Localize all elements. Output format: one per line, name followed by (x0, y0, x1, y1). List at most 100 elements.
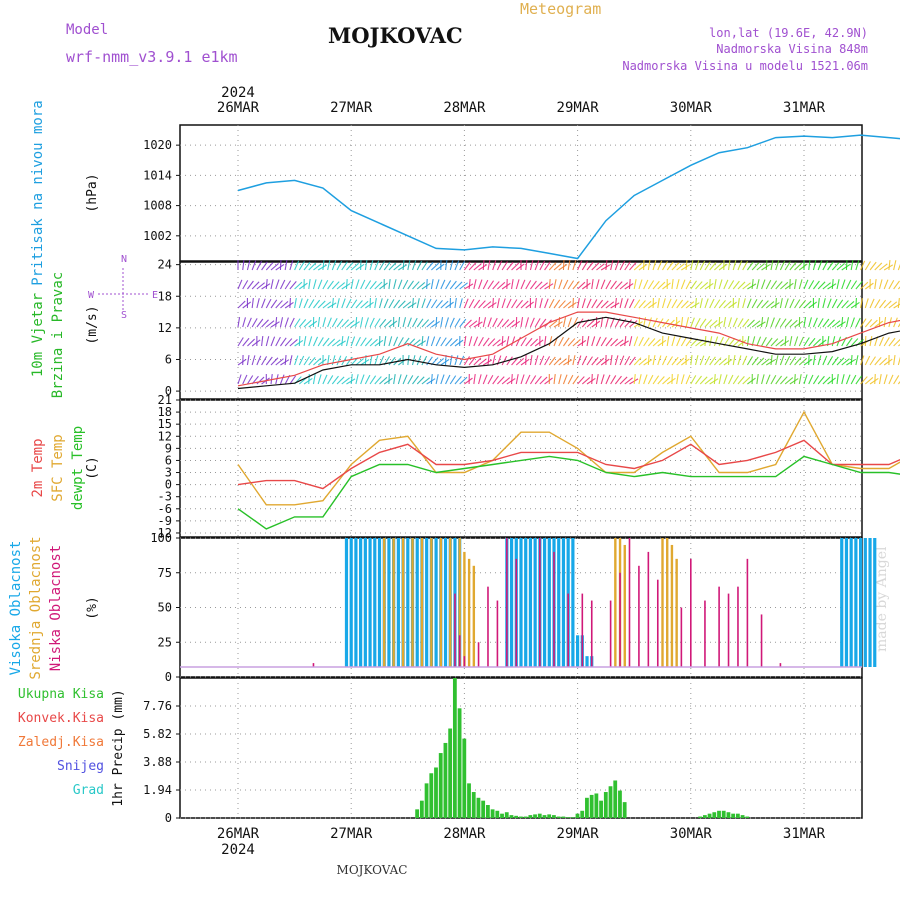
wind-barb (756, 299, 764, 309)
wind-barb (369, 338, 378, 347)
cloud-bar (434, 538, 438, 667)
wind-barb (751, 262, 760, 271)
wind-barb (567, 280, 575, 290)
cloud-unit: (%) (85, 596, 100, 619)
wind-barb (789, 319, 798, 328)
wind-barb (803, 374, 808, 385)
day-label-top: 26MAR (217, 100, 260, 116)
cloud-bar (561, 538, 566, 667)
wind-barb (525, 280, 532, 290)
wind-barb (426, 261, 434, 271)
wind-barb (699, 376, 708, 385)
wind-barb (723, 300, 732, 309)
wind-barb (369, 375, 377, 385)
wind-barb (784, 355, 791, 366)
wind-barb (534, 339, 544, 347)
day-label-top: 29MAR (557, 100, 600, 116)
wind-barb (327, 302, 337, 309)
wind-barb (652, 317, 658, 328)
wind-barb (284, 338, 293, 347)
wind-barb (666, 377, 676, 385)
wind-barb (501, 282, 511, 290)
cloud-bar (396, 538, 400, 667)
wind-barb (756, 263, 765, 271)
wind-barb (845, 279, 852, 290)
cloud-bar (467, 558, 471, 667)
wind-barb (751, 298, 758, 309)
wind-barb (473, 299, 481, 309)
wind-barb (699, 318, 707, 328)
wind-barb (534, 281, 543, 290)
y-tick-label: 1008 (143, 199, 172, 213)
wind-barb (770, 374, 777, 385)
wind-barb (713, 336, 719, 347)
wind-barb (454, 260, 460, 271)
wind-barb (379, 261, 385, 271)
cloud-bar (463, 656, 466, 667)
wind-barb (836, 321, 846, 328)
precip-bar (448, 728, 453, 818)
wind-barb (369, 280, 377, 290)
wind-barb (284, 301, 294, 309)
wind-barb (431, 320, 440, 328)
wind-barb (270, 321, 280, 328)
wind-barb (341, 377, 350, 385)
wind-barb (279, 317, 284, 328)
wind-barb (303, 336, 307, 347)
precip-bar (457, 708, 462, 818)
wind-barb (657, 355, 662, 366)
wind-barb (822, 260, 829, 271)
wind-barb (482, 374, 488, 385)
wind-barb (713, 279, 717, 290)
wind-barb (638, 300, 646, 309)
wind-barb (822, 298, 826, 309)
precip-bar (438, 753, 443, 818)
precip-legend: Snijeg (57, 759, 104, 774)
wind-barb (671, 356, 679, 366)
cloud-bar (312, 663, 315, 667)
pressure-unit: (hPa) (85, 173, 100, 212)
wind-barb (553, 357, 562, 366)
day-label-top: 27MAR (330, 100, 373, 116)
wind-barb (624, 283, 634, 290)
wind-barb (812, 375, 820, 385)
wind-barb (313, 299, 321, 309)
cloud-bar (779, 663, 782, 667)
wind-barb (525, 337, 533, 347)
wind-barb (850, 301, 860, 309)
wind-barb (478, 300, 486, 309)
wind-barb (539, 355, 545, 366)
wind-barb (888, 337, 896, 347)
wind-barb (280, 301, 289, 309)
precip-bar (585, 797, 589, 818)
wind-barb (374, 376, 382, 385)
wind-barb (808, 317, 813, 328)
wind-barb (681, 264, 691, 271)
wind-barb (794, 373, 796, 385)
wind-barb (742, 298, 746, 309)
wind-barb (619, 260, 626, 271)
wind-barb (237, 358, 247, 366)
wind-barb (718, 358, 728, 366)
precip-bar (745, 816, 750, 818)
wind-barb (864, 318, 873, 328)
wind-barb (676, 279, 680, 290)
precip-bar (514, 815, 519, 818)
wind-barb (694, 260, 700, 271)
cloud-bar (509, 538, 514, 667)
wind-barb (412, 281, 420, 290)
day-label-bottom: 26MAR (217, 826, 260, 842)
wind-barb (520, 300, 529, 309)
wind-barb (445, 374, 451, 385)
location-title: MOJKOVAC (328, 23, 463, 48)
wind-barb (647, 317, 652, 328)
wind-barb (638, 279, 643, 290)
wind-barb (761, 279, 766, 290)
cloud-bar (859, 538, 863, 667)
wind-barb (237, 337, 244, 347)
wind-barb (846, 359, 856, 366)
wind-barb (548, 278, 551, 290)
wind-barb (435, 279, 440, 290)
wind-barb (610, 302, 620, 309)
